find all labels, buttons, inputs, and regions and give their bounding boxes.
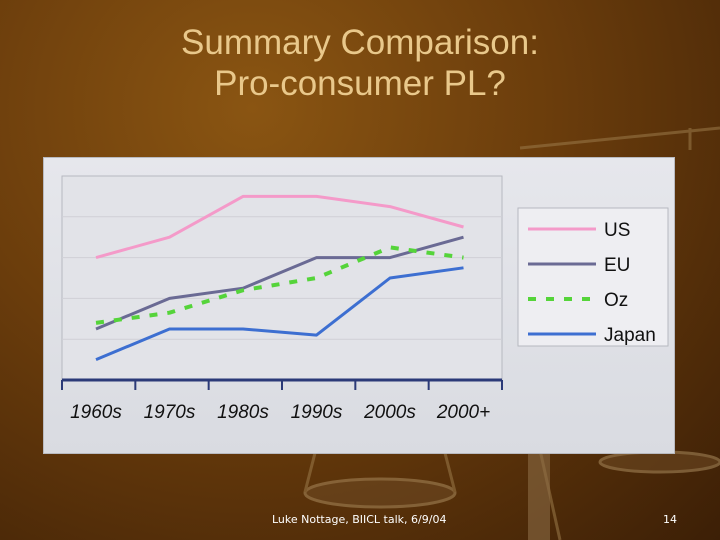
series-line-eu [95, 235, 464, 331]
x-tick-label: 2000+ [436, 402, 490, 423]
x-axis: 1960s 1970s 1980s 1990s 2000s 2000+ [61, 378, 503, 423]
series-line-japan [95, 266, 464, 361]
title-line-2: Pro-consumer PL? [214, 64, 506, 103]
slide-title: Summary Comparison: Pro-consumer PL? [0, 22, 720, 104]
x-tick-label: 2000s [363, 402, 416, 423]
line-chart: 1960s 1970s 1980s 1990s 2000s 2000+ US EU Oz Jap… [61, 175, 669, 423]
legend-label: US [604, 220, 630, 241]
chart-panel: 1960s 1970s 1980s 1990s 2000s 2000+ US EU Oz Jap… [44, 158, 674, 453]
legend-box [517, 207, 669, 347]
footer-text: Luke Nottage, BIICL talk, 6/9/04 [272, 513, 447, 526]
x-tick-label: 1980s [217, 402, 269, 423]
title-line-1: Summary Comparison: [181, 23, 539, 62]
x-tick-label: 1990s [291, 402, 343, 423]
x-tick-label: 1960s [70, 402, 122, 423]
legend-label: Japan [604, 325, 656, 346]
series-line-oz [95, 245, 464, 325]
legend: US EU Oz Japan [517, 207, 669, 347]
series-line-us [95, 194, 464, 260]
legend-label: Oz [604, 290, 628, 311]
page-number: 14 [663, 513, 677, 526]
legend-label: EU [604, 255, 630, 276]
x-tick-label: 1970s [144, 402, 196, 423]
plot-area [61, 175, 503, 381]
